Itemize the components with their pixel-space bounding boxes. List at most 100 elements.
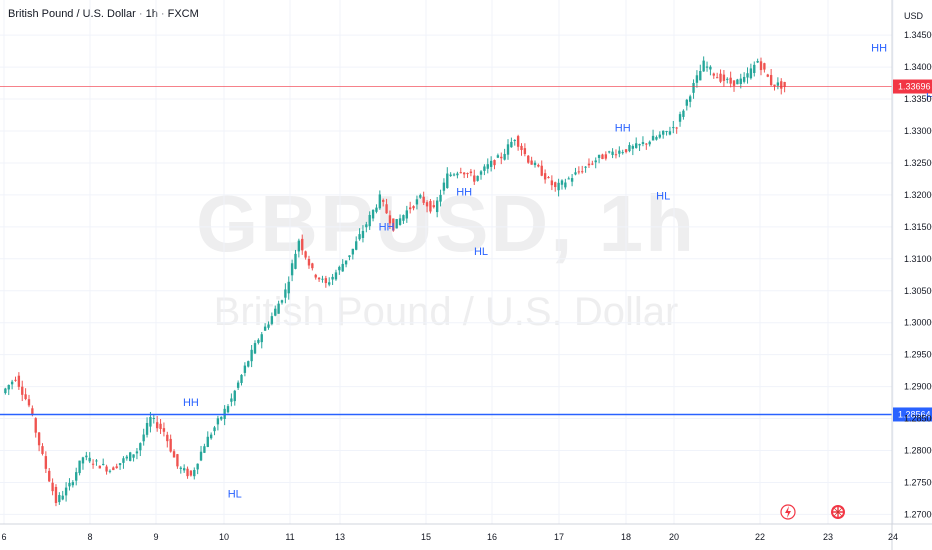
candle-body bbox=[27, 399, 31, 406]
candle-body bbox=[483, 166, 486, 171]
candle-body bbox=[729, 77, 732, 84]
candle-body bbox=[641, 142, 645, 144]
candle-body bbox=[766, 74, 769, 77]
candle-body bbox=[149, 417, 152, 427]
candle-body bbox=[446, 173, 449, 189]
candle-body bbox=[317, 277, 321, 280]
candle-body bbox=[102, 463, 105, 465]
swing-label-hh: HH bbox=[871, 43, 887, 55]
candle-body bbox=[48, 470, 51, 482]
candle-body bbox=[135, 451, 139, 454]
candle-body bbox=[85, 455, 88, 458]
candle-body bbox=[145, 422, 149, 435]
level-price-badge bbox=[893, 407, 932, 422]
candle-body bbox=[338, 266, 341, 271]
candle-body bbox=[220, 416, 223, 420]
candle-body bbox=[105, 466, 108, 472]
candle-body bbox=[543, 173, 547, 180]
candle-body bbox=[422, 196, 425, 203]
candle-body bbox=[108, 470, 112, 472]
candle-body bbox=[193, 469, 196, 477]
candle-body bbox=[176, 454, 179, 467]
chart-title[interactable]: British Pound / U.S. Dollar · 1h · FXCM bbox=[8, 8, 199, 20]
candle-body bbox=[152, 417, 155, 419]
candle-body bbox=[226, 406, 230, 413]
candle-body bbox=[547, 177, 550, 179]
candle-body bbox=[44, 456, 48, 469]
candle-body bbox=[527, 155, 530, 163]
candle-body bbox=[537, 164, 540, 167]
candle-body bbox=[432, 205, 435, 208]
candle-body bbox=[260, 334, 263, 343]
candle-body bbox=[570, 178, 574, 182]
candle-body bbox=[159, 423, 162, 429]
candle-body bbox=[726, 78, 729, 80]
candle-body bbox=[753, 64, 756, 74]
candle-body bbox=[301, 238, 304, 251]
candle-body bbox=[166, 434, 169, 442]
candle-body bbox=[10, 381, 14, 385]
candle-body bbox=[662, 130, 665, 135]
candle-body bbox=[462, 172, 466, 175]
symbol-name: British Pound / U.S. Dollar bbox=[8, 8, 136, 20]
candle-body bbox=[382, 200, 385, 202]
x-tick-label: 20 bbox=[669, 532, 679, 542]
candle-body bbox=[513, 139, 516, 141]
candle-body bbox=[763, 63, 766, 70]
candle-body bbox=[624, 149, 628, 153]
candle-body bbox=[7, 384, 10, 390]
candle-body bbox=[678, 114, 682, 122]
candle-body bbox=[206, 436, 209, 447]
candle-body bbox=[304, 251, 307, 258]
y-tick-label: 1.28000 bbox=[904, 446, 932, 456]
candle-body bbox=[341, 263, 344, 272]
x-tick-label: 18 bbox=[621, 532, 631, 542]
candle-body bbox=[186, 468, 189, 477]
candle-body bbox=[554, 182, 557, 188]
candle-body bbox=[307, 259, 311, 266]
candle-body bbox=[520, 145, 523, 151]
y-tick-label: 1.31500 bbox=[904, 222, 932, 232]
candle-body bbox=[169, 438, 172, 452]
candle-body bbox=[203, 446, 206, 453]
candle-body bbox=[415, 199, 419, 205]
candles bbox=[4, 56, 786, 507]
candle-body bbox=[274, 308, 277, 316]
candle-body bbox=[533, 162, 537, 166]
y-tick-label: 1.30500 bbox=[904, 286, 932, 296]
candle-body bbox=[172, 451, 176, 458]
y-tick-label: 1.32500 bbox=[904, 158, 932, 168]
candle-body bbox=[584, 166, 587, 168]
candle-body bbox=[348, 255, 351, 258]
candle-body bbox=[17, 375, 21, 387]
candle-body bbox=[118, 463, 122, 466]
candle-body bbox=[621, 152, 624, 154]
y-tick-label: 1.34500 bbox=[904, 30, 932, 40]
x-tick-label: 8 bbox=[87, 532, 92, 542]
interval-label: 1h bbox=[145, 8, 158, 20]
uk-flag-icon[interactable] bbox=[831, 505, 845, 519]
candle-body bbox=[665, 131, 668, 133]
candle-body bbox=[58, 495, 61, 503]
candle-body bbox=[608, 151, 611, 153]
candle-body bbox=[429, 201, 432, 212]
candle-body bbox=[449, 174, 452, 176]
candle-body bbox=[132, 454, 135, 458]
lightning-icon[interactable] bbox=[780, 504, 796, 520]
candle-body bbox=[601, 154, 604, 160]
candle-body bbox=[597, 154, 601, 158]
candle-body bbox=[479, 171, 483, 175]
candle-body bbox=[746, 73, 749, 78]
candle-body bbox=[638, 144, 641, 146]
candle-body bbox=[773, 84, 776, 87]
candle-body bbox=[277, 303, 280, 314]
candle-body bbox=[398, 218, 402, 225]
candle-body bbox=[253, 343, 257, 354]
candle-body bbox=[412, 206, 415, 209]
candle-body bbox=[614, 154, 618, 156]
candle-body bbox=[503, 153, 506, 160]
candle-body bbox=[311, 263, 314, 269]
candle-body bbox=[392, 218, 395, 231]
candle-body bbox=[139, 443, 142, 451]
